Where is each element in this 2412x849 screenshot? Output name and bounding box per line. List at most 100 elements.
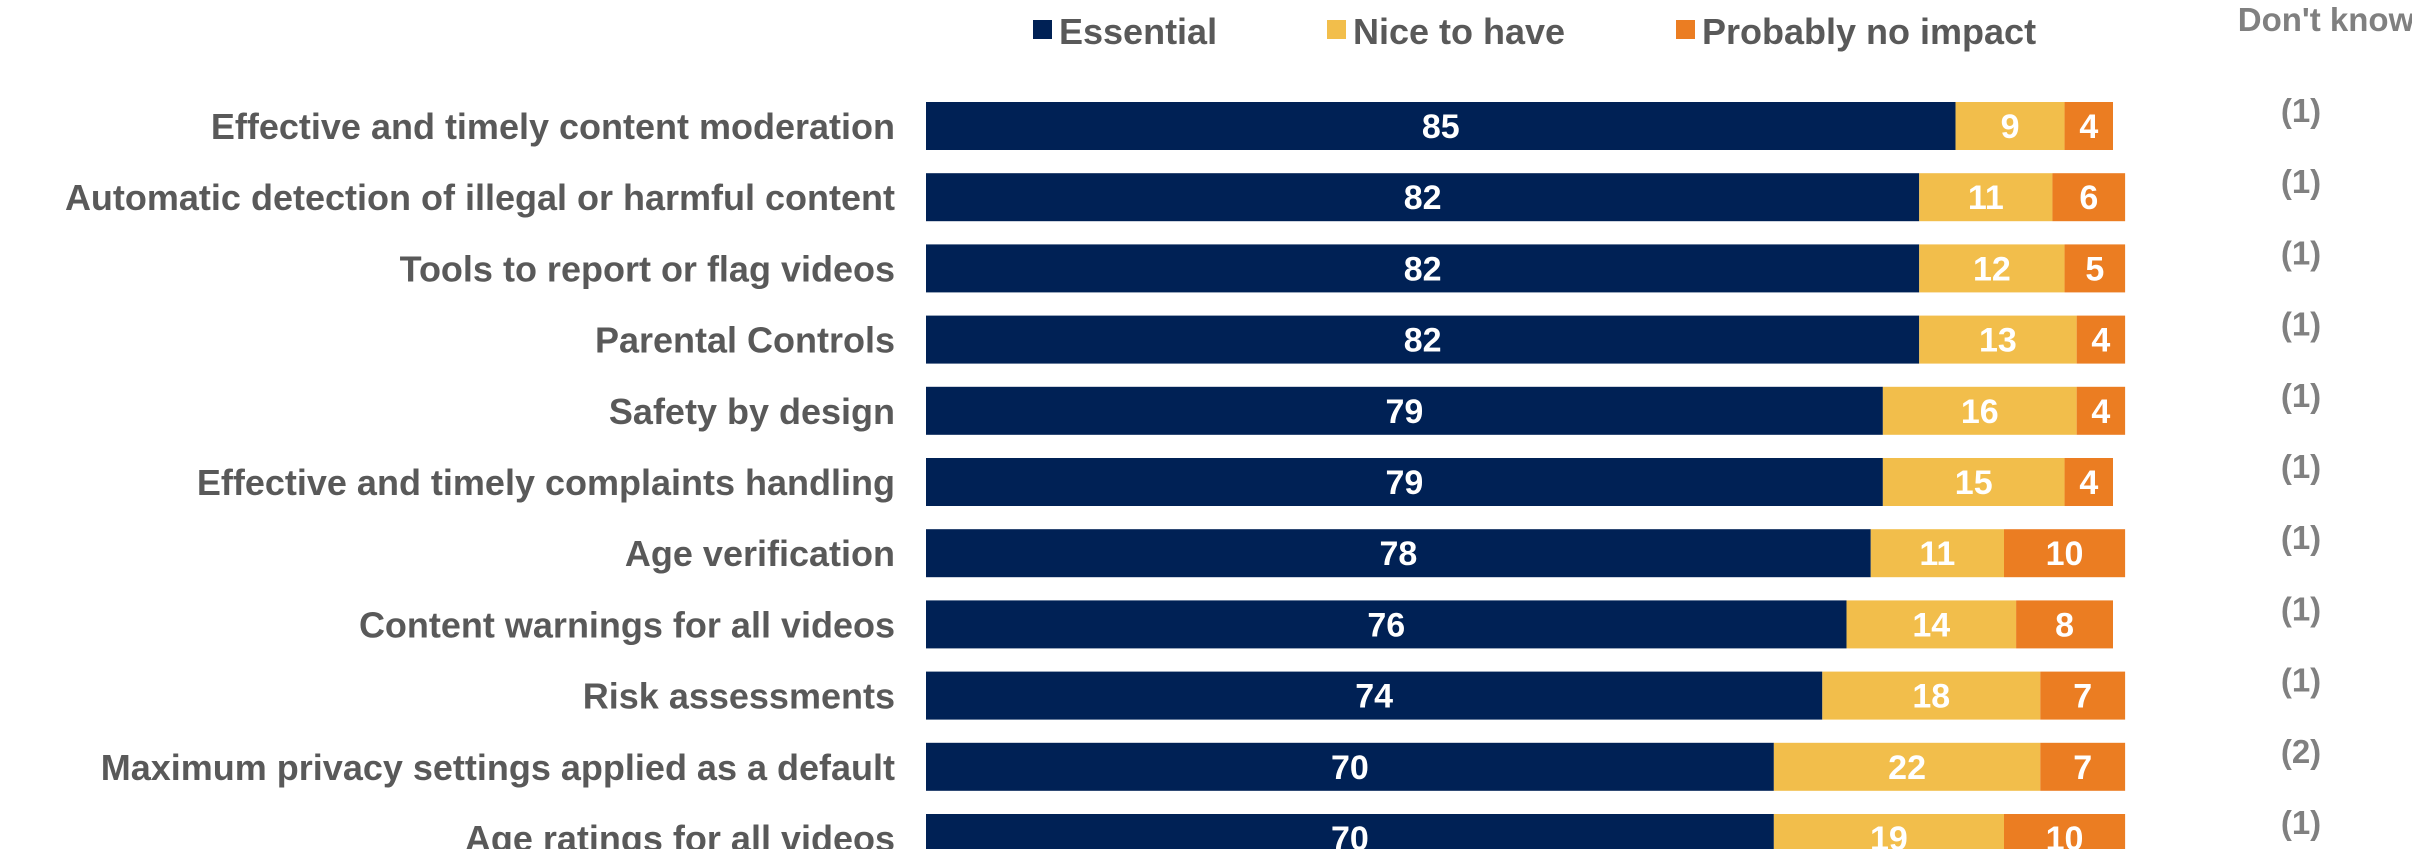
data-label: 7 (2073, 678, 2092, 716)
data-label: 13 (1979, 322, 2017, 360)
bar-segment-essential (926, 814, 1774, 849)
bar-segment-nice-to-have (1846, 600, 2017, 649)
legend-item-nice-to-have: Nice to have (1327, 11, 1565, 52)
data-label: 6 (2079, 179, 2098, 217)
legend-swatch (1676, 20, 1695, 39)
category-label: Safety by design (609, 391, 895, 432)
dont-know-value: (1) (2281, 306, 2321, 343)
data-label: 22 (1888, 749, 1926, 787)
data-label: 14 (1912, 606, 1950, 644)
data-label: 11 (1919, 535, 1955, 573)
legend-label: Essential (1059, 11, 1217, 52)
dont-know-value: (1) (2281, 804, 2321, 841)
data-label: 10 (2046, 820, 2084, 849)
bar-segment-essential (926, 600, 1847, 649)
data-label: 19 (1870, 820, 1908, 849)
bar-segment-nice-to-have (1773, 814, 2004, 849)
data-label: 9 (2001, 108, 2020, 146)
legend-swatch (1033, 20, 1052, 39)
data-label: 70 (1331, 820, 1369, 849)
dont-know-value: (1) (2281, 234, 2321, 271)
bar-segment-essential (926, 742, 1774, 791)
data-label: 12 (1973, 250, 2011, 288)
bar-row: Age verification 78 11 10 (1) (625, 519, 2321, 578)
bar-segment-probably-no-impact (2064, 458, 2113, 506)
bar-row: Maximum privacy settings applied as a de… (101, 733, 2321, 791)
bar-segment-nice-to-have (1919, 315, 2077, 364)
category-label: Risk assessments (583, 676, 895, 717)
bar-segment-probably-no-impact (2052, 173, 2126, 222)
category-label: Age ratings for all videos (465, 818, 895, 849)
bar-segment-essential (926, 458, 1883, 506)
data-label: 11 (1968, 179, 2004, 217)
category-label: Content warnings for all videos (359, 604, 895, 645)
bar-row: Effective and timely content moderation 8… (211, 92, 2321, 150)
data-label: 16 (1961, 393, 1999, 431)
category-label: Effective and timely complaints handling (197, 462, 895, 503)
bar-segment-nice-to-have (1919, 173, 2053, 222)
bar-segment-probably-no-impact (2076, 386, 2126, 435)
legend-item-essential: Essential (1033, 11, 1217, 52)
bar-segment-probably-no-impact (2003, 814, 2126, 849)
bar-segment-nice-to-have (1822, 671, 2041, 720)
bar-segment-essential (926, 529, 1871, 578)
bar-segment-essential (926, 244, 1920, 293)
data-label: 15 (1955, 464, 1993, 502)
bar-segment-nice-to-have (1882, 386, 2077, 435)
data-label: 18 (1912, 678, 1950, 716)
category-label: Age verification (625, 533, 895, 574)
data-label: 7 (2073, 749, 2092, 787)
dont-know-value: (1) (2281, 163, 2321, 200)
legend-label: Nice to have (1353, 11, 1565, 52)
data-label: 78 (1379, 535, 1417, 573)
dont-know-value: (1) (2281, 377, 2321, 414)
bar-segment-probably-no-impact (2064, 102, 2113, 150)
data-label: 82 (1404, 250, 1442, 288)
category-label: Maximum privacy settings applied as a de… (101, 747, 895, 788)
category-label: Parental Controls (595, 320, 895, 361)
bar-row: Age ratings for all videos 70 19 10 (1) (465, 804, 2321, 849)
data-label: 10 (2046, 535, 2084, 573)
data-label: 82 (1404, 179, 1442, 217)
bar-row: Parental Controls 82 13 4 (1) (595, 306, 2321, 364)
data-label: 74 (1355, 678, 1393, 716)
bar-rows: Effective and timely content moderation 8… (65, 92, 2321, 849)
legend-label: Probably no impact (1702, 11, 2036, 52)
bar-segment-nice-to-have (1870, 529, 2004, 578)
bar-row: Content warnings for all videos 76 14 8 (1) (359, 590, 2321, 649)
data-label: 4 (2091, 393, 2110, 431)
bar-row: Safety by design 79 16 4 (1) (609, 377, 2321, 435)
category-label: Automatic detection of illegal or harmfu… (65, 177, 895, 218)
dont-know-value: (1) (2281, 662, 2321, 699)
bar-row: Automatic detection of illegal or harmfu… (65, 163, 2321, 222)
bar-segment-probably-no-impact (2076, 315, 2126, 364)
bar-segment-nice-to-have (1955, 102, 2065, 150)
bar-row: Tools to report or flag videos 82 12 5 (1) (400, 234, 2321, 293)
bar-segment-essential (926, 386, 1883, 435)
category-label: Effective and timely content moderation (211, 106, 895, 147)
legend-item-probably-no-impact: Probably no impact (1676, 11, 2036, 52)
data-label: 8 (2055, 606, 2074, 644)
dont-know-value: (1) (2281, 448, 2321, 485)
bar-segment-nice-to-have (1773, 742, 2041, 791)
bar-row: Risk assessments 74 18 7 (1) (583, 662, 2321, 720)
bar-segment-probably-no-impact (2016, 600, 2113, 649)
data-label: 70 (1331, 749, 1369, 787)
data-label: 4 (2079, 464, 2098, 502)
data-label: 4 (2091, 322, 2110, 360)
data-label: 79 (1386, 393, 1424, 431)
bar-segment-nice-to-have (1919, 244, 2065, 293)
data-label: 76 (1367, 606, 1405, 644)
bar-row: Effective and timely complaints handling… (197, 448, 2321, 506)
bar-segment-probably-no-impact (2064, 244, 2126, 293)
data-label: 5 (2085, 250, 2104, 288)
dont-know-header: Don't know (2238, 1, 2412, 38)
data-label: 82 (1404, 322, 1442, 360)
dont-know-value: (1) (2281, 92, 2321, 129)
dont-know-value: (1) (2281, 519, 2321, 556)
bar-segment-probably-no-impact (2040, 671, 2126, 720)
bar-segment-essential (926, 315, 1920, 364)
data-label: 85 (1422, 108, 1460, 146)
dont-know-value: (2) (2281, 733, 2321, 770)
